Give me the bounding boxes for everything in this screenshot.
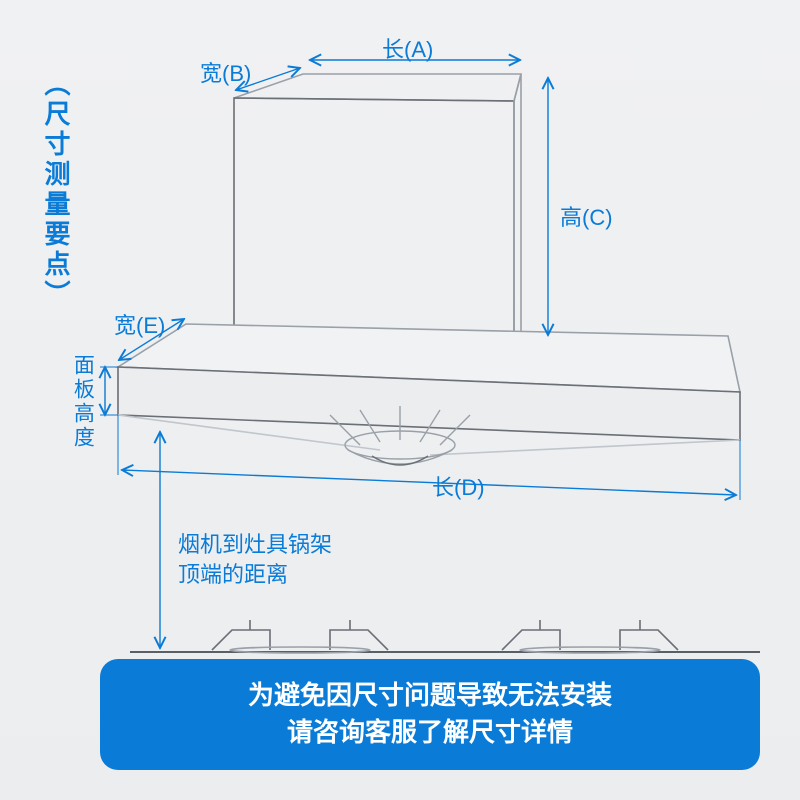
label-c: 高(C) [560, 200, 613, 232]
dim-line-d [122, 470, 736, 495]
label-e: 宽(E) [114, 308, 165, 340]
label-b: 宽(B) [200, 56, 251, 88]
label-a: 长(A) [382, 32, 433, 64]
label-d: 长(D) [432, 470, 485, 502]
banner-line-1: 为避免因尺寸问题导致无法安装 [130, 677, 730, 715]
burner-right [502, 620, 678, 653]
diagram-title: （尺寸测量要点） [38, 70, 75, 310]
label-hood-to-stove: 烟机到灶具锅架 顶端的距离 [178, 530, 332, 589]
notice-banner: 为避免因尺寸问题导致无法安装 请咨询客服了解尺寸详情 [100, 659, 760, 770]
burner-left [212, 620, 388, 653]
hood-panel-outline [118, 324, 740, 455]
chimney-outline [234, 74, 521, 346]
banner-line-2: 请咨询客服了解尺寸详情 [130, 714, 730, 752]
label-panel-height: 面板高度 [68, 354, 96, 450]
